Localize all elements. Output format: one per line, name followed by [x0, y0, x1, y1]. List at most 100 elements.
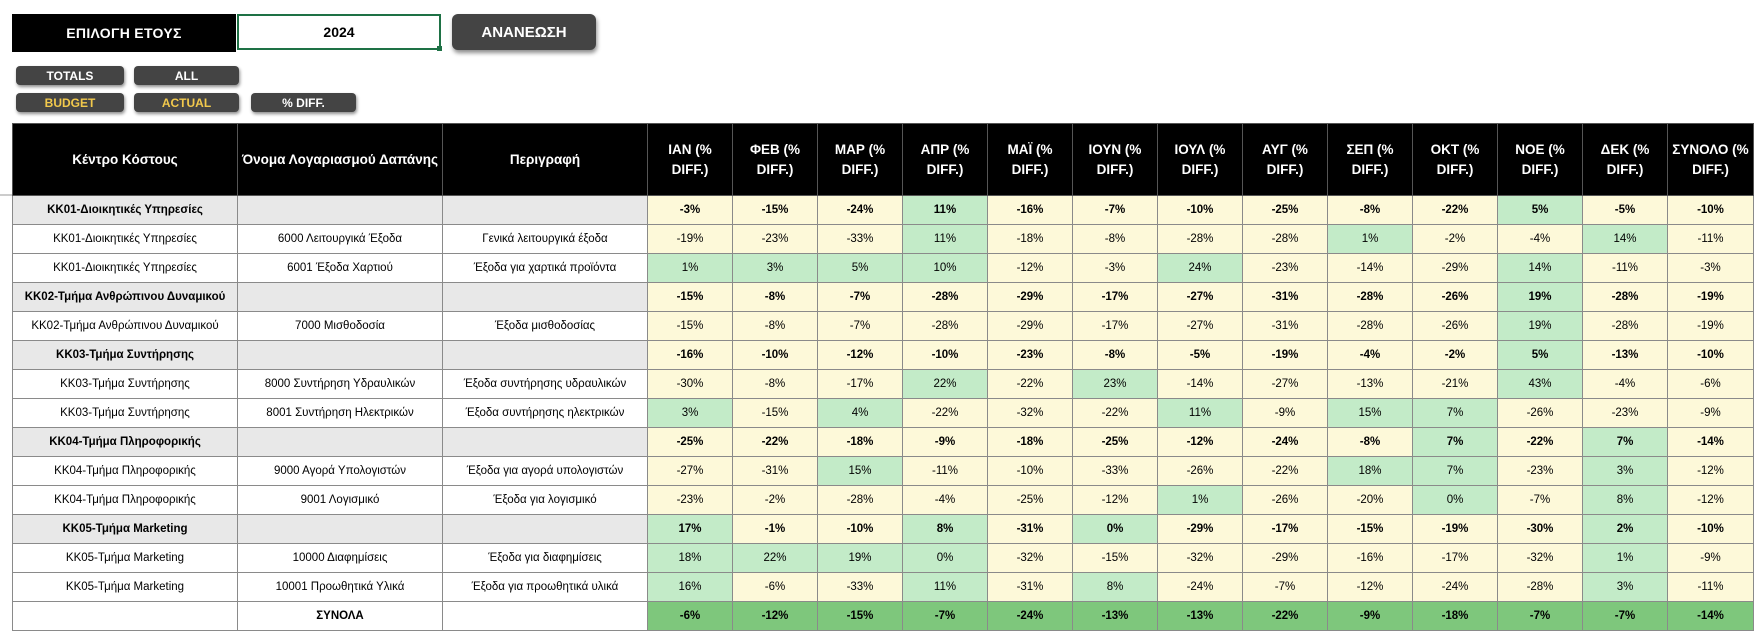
description-cell[interactable]: Έξοδα συντήρησης υδραυλικών [442, 369, 648, 399]
pct-diff-cell[interactable]: 3% [1582, 456, 1668, 486]
pct-diff-cell[interactable]: -24% [1412, 572, 1498, 602]
pct-diff-cell[interactable]: -7% [817, 311, 903, 341]
description-cell[interactable]: Έξοδα μισθοδοσίας [442, 311, 648, 341]
pct-diff-cell[interactable]: 11% [902, 224, 988, 254]
pct-diff-cell[interactable]: -18% [817, 427, 903, 457]
pct-diff-cell[interactable]: 4% [817, 398, 903, 428]
pct-diff-cell[interactable]: -8% [1072, 224, 1158, 254]
pct-diff-cell[interactable]: -8% [732, 311, 818, 341]
pct-diff-cell[interactable]: -28% [1327, 282, 1413, 312]
pct-diff-cell[interactable]: -6% [1667, 369, 1754, 399]
column-header[interactable]: ΙΟΥΝ (% DIFF.) [1072, 123, 1158, 196]
pct-diff-cell[interactable]: 43% [1497, 369, 1583, 399]
pct-diff-cell[interactable]: -3% [1667, 253, 1754, 283]
pct-diff-cell[interactable]: -10% [902, 340, 988, 370]
pct-diff-cell[interactable]: -15% [732, 195, 818, 225]
pct-diff-cell[interactable]: 11% [902, 572, 988, 602]
column-header[interactable]: ΑΠΡ (% DIFF.) [902, 123, 988, 196]
cost-center-cell[interactable]: ΚΚ01-Διοικητικές Υπηρεσίες [12, 224, 238, 254]
cost-center-cell[interactable]: ΚΚ02-Τμήμα Ανθρώπινου Δυναμικού [12, 311, 238, 341]
column-header[interactable]: ΟΚΤ (% DIFF.) [1412, 123, 1498, 196]
description-cell[interactable]: Έξοδα για διαφημίσεις [442, 543, 648, 573]
pct-diff-cell[interactable]: -26% [1157, 456, 1243, 486]
pct-diff-cell[interactable]: -17% [1242, 514, 1328, 544]
column-header[interactable]: Κέντρο Κόστους [12, 123, 238, 196]
pct-diff-cell[interactable]: 15% [817, 456, 903, 486]
pct-diff-cell[interactable]: -11% [1582, 253, 1668, 283]
pct-diff-cell[interactable]: -15% [732, 398, 818, 428]
pct-diff-cell[interactable]: -24% [987, 601, 1073, 631]
pct-diff-cell[interactable]: -12% [817, 340, 903, 370]
pct-diff-cell[interactable]: -27% [1157, 282, 1243, 312]
pct-diff-cell[interactable]: -5% [1157, 340, 1243, 370]
column-header[interactable]: Περιγραφή [442, 123, 648, 196]
pct-diff-cell[interactable]: -29% [987, 282, 1073, 312]
description-cell[interactable] [442, 514, 648, 544]
account-cell[interactable]: 9000 Αγορά Υπολογιστών [237, 456, 443, 486]
pct-diff-cell[interactable]: -12% [1072, 485, 1158, 515]
pct-diff-cell[interactable]: -27% [1157, 311, 1243, 341]
pct-diff-cell[interactable]: 11% [902, 195, 988, 225]
pct-diff-cell[interactable]: -29% [1412, 253, 1498, 283]
pct-diff-cell[interactable]: 8% [1582, 485, 1668, 515]
column-header[interactable]: ΣΥΝΟΛΟ (% DIFF.) [1667, 123, 1754, 196]
pct-diff-cell[interactable]: -28% [1157, 224, 1243, 254]
description-cell[interactable] [442, 282, 648, 312]
pct-diff-cell[interactable]: -32% [1157, 543, 1243, 573]
pct-diff-cell[interactable]: -7% [817, 282, 903, 312]
pct-diff-cell[interactable]: -33% [1072, 456, 1158, 486]
pct-diff-cell[interactable]: -9% [1667, 398, 1754, 428]
pct-diff-cell[interactable]: -25% [987, 485, 1073, 515]
pct-diff-cell[interactable]: -19% [1667, 282, 1754, 312]
pct-diff-cell[interactable]: 2% [1582, 514, 1668, 544]
pct-diff-cell[interactable]: 19% [817, 543, 903, 573]
pct-diff-cell[interactable]: -31% [732, 456, 818, 486]
pct-diff-cell[interactable]: -8% [1327, 195, 1413, 225]
pct-diff-cell[interactable]: 3% [732, 253, 818, 283]
pct-diff-cell[interactable]: 18% [1327, 456, 1413, 486]
pct-diff-cell[interactable]: -10% [1667, 195, 1754, 225]
pct-diff-cell[interactable]: -8% [1072, 340, 1158, 370]
pct-diff-cell[interactable]: 16% [647, 572, 733, 602]
pct-diff-cell[interactable]: -28% [902, 282, 988, 312]
pct-diff-cell[interactable]: -5% [1582, 195, 1668, 225]
account-cell[interactable]: 9001 Λογισμικό [237, 485, 443, 515]
pct-diff-cell[interactable]: -23% [1497, 456, 1583, 486]
pct-diff-cell[interactable]: -26% [1412, 282, 1498, 312]
column-header[interactable]: ΦΕΒ (% DIFF.) [732, 123, 818, 196]
column-header[interactable]: ΝΟΕ (% DIFF.) [1497, 123, 1583, 196]
pct-diff-cell[interactable]: -18% [987, 427, 1073, 457]
description-cell[interactable] [442, 427, 648, 457]
pct-diff-cell[interactable]: -18% [1412, 601, 1498, 631]
pct-diff-cell[interactable]: -15% [817, 601, 903, 631]
refresh-button[interactable]: ΑΝΑΝΕΩΣΗ [452, 14, 596, 50]
pct-diff-cell[interactable]: 19% [1497, 311, 1583, 341]
pct-diff-cell[interactable]: -26% [1242, 485, 1328, 515]
pct-diff-cell[interactable]: -17% [1412, 543, 1498, 573]
account-cell[interactable] [237, 340, 443, 370]
account-cell[interactable]: ΣΥΝΟΛΑ [237, 601, 443, 631]
pct-diff-cell[interactable]: -3% [1072, 253, 1158, 283]
all-button[interactable]: ALL [134, 66, 239, 85]
cost-center-cell[interactable]: ΚΚ01-Διοικητικές Υπηρεσίες [12, 253, 238, 283]
pct-diff-cell[interactable]: 1% [1582, 543, 1668, 573]
pct-diff-cell[interactable]: -10% [817, 514, 903, 544]
column-header[interactable]: ΣΕΠ (% DIFF.) [1327, 123, 1413, 196]
pct-diff-cell[interactable]: -14% [1327, 253, 1413, 283]
pct-diff-cell[interactable]: -2% [1412, 340, 1498, 370]
pct-diff-cell[interactable]: -9% [1327, 601, 1413, 631]
cost-center-cell[interactable]: ΚΚ03-Τμήμα Συντήρησης [12, 398, 238, 428]
pct-diff-cell[interactable]: -7% [1497, 601, 1583, 631]
pct-diff-cell[interactable]: -12% [732, 601, 818, 631]
account-cell[interactable]: 8001 Συντήρηση Ηλεκτρικών [237, 398, 443, 428]
pct-diff-cell[interactable]: -17% [1072, 282, 1158, 312]
pct-diff-cell[interactable]: -2% [732, 485, 818, 515]
pct-diff-cell[interactable]: -13% [1072, 601, 1158, 631]
cost-center-cell[interactable]: ΚΚ05-Τμήμα Marketing [12, 572, 238, 602]
pct-diff-cell[interactable]: -32% [987, 398, 1073, 428]
cost-center-cell[interactable]: ΚΚ03-Τμήμα Συντήρησης [12, 369, 238, 399]
pct-diff-cell[interactable]: -21% [1412, 369, 1498, 399]
pct-diff-cell[interactable]: -4% [1582, 369, 1668, 399]
pct-diff-cell[interactable]: 1% [647, 253, 733, 283]
pct-diff-cell[interactable]: -28% [902, 311, 988, 341]
